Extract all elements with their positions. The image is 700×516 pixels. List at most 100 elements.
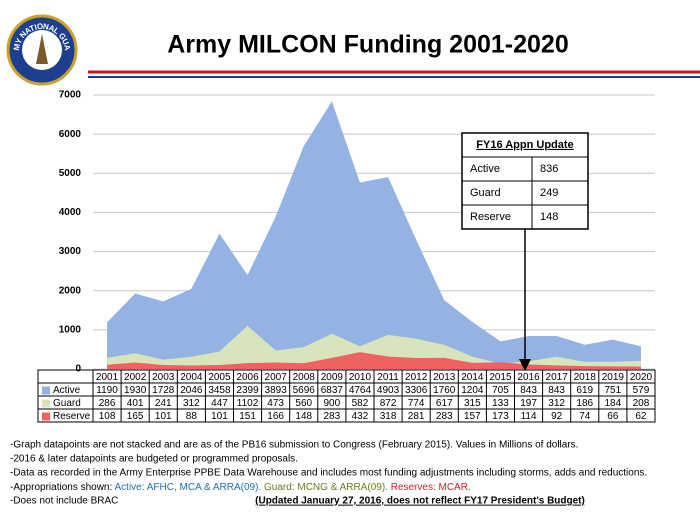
table-value: 1728 [152,385,175,396]
table-value: 108 [99,411,116,422]
table-value: 173 [492,411,509,422]
note-appropriations: -Appropriations shown: Active: AFHC, MCA… [10,482,471,493]
legend-label: Active [53,385,81,396]
table-value: 165 [127,411,144,422]
x-tick-label: 2004 [180,372,203,383]
table-value: 705 [492,385,509,396]
inset-value: 249 [540,187,558,199]
inset-label: Reserve [470,211,511,223]
table-value: 184 [605,398,622,409]
x-tick-label: 2018 [574,372,597,383]
table-value: 617 [436,398,453,409]
table-value: 2046 [180,385,203,396]
table-value: 157 [464,411,481,422]
note-segment: -Appropriations shown: [10,482,115,493]
table-value: 4764 [349,385,372,396]
note-segment: Reserves: MCAR. [388,482,471,493]
table-value: 312 [183,398,200,409]
table-value: 3893 [265,385,288,396]
table-value: 88 [186,411,198,422]
table-value: 281 [408,411,425,422]
table-value: 5696 [293,385,316,396]
table-value: 843 [548,385,565,396]
logo: ARMY NATIONAL GUARD [0,0,78,86]
note-line: -Graph datapoints are not stacked and ar… [10,440,578,451]
x-tick-label: 2005 [208,372,231,383]
x-tick-label: 2016 [517,372,540,383]
x-tick-label: 2019 [602,372,625,383]
table-value: 1204 [461,385,484,396]
area [107,325,641,369]
x-tick-label: 2008 [293,372,316,383]
data-table: 2001 2002 2003 2004 2005 2006 2007 2008 2009 2010… [37,369,656,423]
table-value: 6837 [321,385,344,396]
x-tick-label: 2009 [321,372,344,383]
x-tick-label: 2017 [546,372,569,383]
table-value: 579 [633,385,650,396]
table-value: 3458 [208,385,231,396]
inset: FY16 Appn Update Active 836 Guard 249 Reserve… [461,132,589,371]
y-tick-label: 2000 [59,285,82,296]
x-tick-label: 2010 [349,372,372,383]
x-tick-label: 2014 [461,372,484,383]
table-value: 101 [155,411,172,422]
table-value: 582 [352,398,369,409]
note-line: -Data as recorded in the Army Enterprise… [10,468,647,479]
table-value: 1930 [124,385,147,396]
table-value: 283 [436,411,453,422]
table-value: 62 [635,411,647,422]
table-value: 114 [521,411,537,422]
table-value: 2399 [236,385,259,396]
table-value: 774 [408,398,425,409]
x-tick-label: 2013 [433,372,456,383]
y-tick-label: 6000 [59,129,82,140]
table-value: 241 [155,398,172,409]
note-line: -2016 & later datapoints are budgeted or… [10,454,298,465]
table-value: 166 [267,411,284,422]
inset-value: 148 [540,211,558,223]
table-value: 401 [127,398,144,409]
y-tick-label: 3000 [59,246,82,257]
note-segment: Active: AFHC, MCA & ARRA(09). [115,482,262,493]
table-value: 315 [464,398,481,409]
y-tick-label: 0 [75,364,81,375]
y-tick-label: 1000 [59,324,82,335]
table-value: 208 [633,398,650,409]
x-tick-label: 2006 [236,372,259,383]
x-tick-label: 2011 [377,372,399,383]
x-tick-label: 2015 [489,372,512,383]
table-value: 186 [576,398,593,409]
table-value: 843 [520,385,537,396]
table-value: 101 [211,411,228,422]
table-value: 619 [576,385,593,396]
inset-label: Guard [470,187,501,199]
y-tick-label: 7000 [59,90,82,101]
table-value: 286 [99,398,116,409]
notes: -Graph datapoints are not stacked and ar… [10,440,647,507]
table-value: 560 [295,398,312,409]
table-value: 3306 [405,385,428,396]
x-tick-label: 2012 [405,372,428,383]
area [107,101,641,370]
table-value: 318 [380,411,397,422]
table-value: 1190 [96,385,118,396]
table-value: 283 [324,411,341,422]
legend-swatch [42,412,50,421]
y-tick-label: 4000 [59,207,82,218]
title: Army MILCON Funding 2001-2020 [167,31,568,59]
table-value: 197 [520,398,537,409]
inset-title: FY16 Appn Update [476,139,573,151]
legend-swatch [42,399,50,408]
table-value: 151 [239,411,256,422]
table-value: 872 [380,398,397,409]
x-tick-label: 2020 [630,372,653,383]
table-value: 4903 [377,385,400,396]
x-tick-label: 2002 [124,372,147,383]
inset-label: Active [470,163,500,175]
table-value: 1760 [433,385,456,396]
y-tick-label: 5000 [59,168,82,179]
table-value: 148 [295,411,312,422]
inset-value: 836 [540,163,558,175]
